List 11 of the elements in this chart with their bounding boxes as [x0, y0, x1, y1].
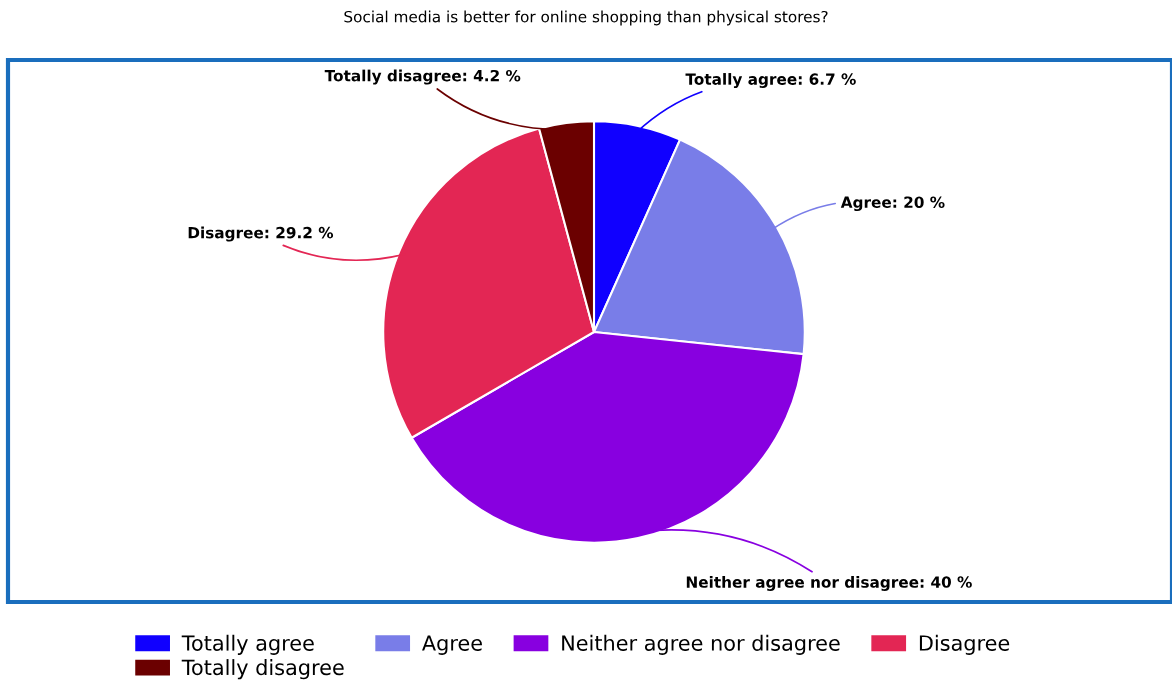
data-label: Agree: 20 % — [840, 196, 945, 212]
data-label: Neither agree nor disagree: 40 % — [686, 576, 972, 591]
data-label: Totally agree: 6.7 % — [685, 73, 856, 88]
legend-label: Disagree — [919, 634, 1010, 655]
legend-label: Totally agree — [181, 634, 314, 655]
legend-label: Totally disagree — [181, 659, 344, 680]
chart-title: Social media is better for online shopping than physical stores? — [344, 10, 828, 26]
data-label: Totally disagree: 4.2 % — [324, 69, 521, 85]
legend-label: Agree — [422, 635, 482, 655]
data-label: Disagree: 29.2 % — [188, 226, 334, 242]
legend-label: Neither agree nor disagree — [562, 634, 840, 655]
